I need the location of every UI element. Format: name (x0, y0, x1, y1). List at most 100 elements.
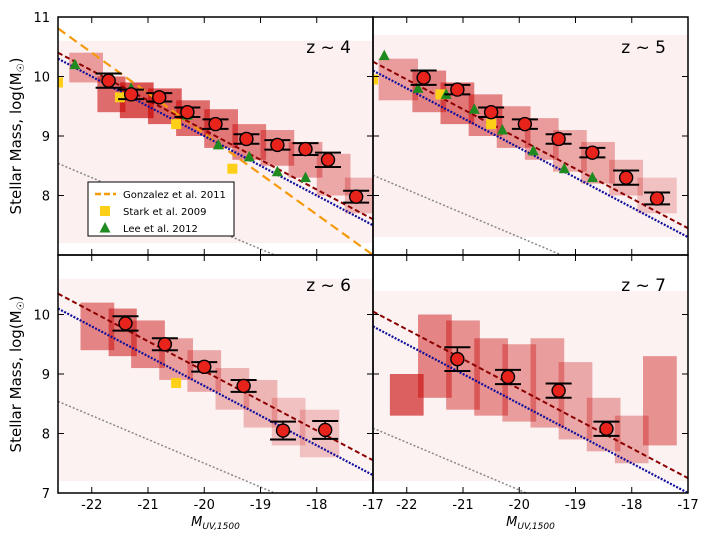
gonzalez-line (58, 27, 373, 255)
panel-plot-area (58, 27, 373, 255)
legend-box (87, 181, 235, 237)
data-point (320, 152, 336, 168)
density-block (373, 34, 688, 238)
y-axis-label: Stellar Mass, log(M☉) (7, 58, 27, 215)
data-point (123, 87, 139, 102)
y-tick-label: 9 (42, 368, 50, 383)
data-point (239, 131, 254, 147)
data-point (483, 104, 499, 120)
data-point (152, 90, 167, 105)
stark-square (227, 163, 238, 174)
x-tick-label: -22 (81, 498, 102, 513)
data-point (236, 378, 251, 394)
x-tick-label: -17 (362, 498, 383, 513)
fit-line-alt (373, 60, 688, 230)
data-point (599, 421, 614, 436)
reference-line (373, 174, 564, 255)
legend-label: Stark et al. 2009 (123, 207, 206, 218)
data-point (500, 369, 516, 385)
stark-square (114, 92, 125, 103)
data-point (208, 116, 223, 132)
data-point (101, 73, 116, 88)
x-tick-label: -19 (565, 498, 586, 513)
lee-triangle (378, 49, 390, 61)
data-point (270, 137, 285, 153)
panel-2: z ~ 5 (372, 16, 689, 256)
y-tick-label: 10 (33, 71, 50, 86)
data-point (517, 116, 533, 132)
data-point (157, 337, 173, 352)
x-tick-label: -17 (677, 498, 698, 513)
y-axis-label: Stellar Mass, log(M☉) (7, 296, 27, 453)
panel-label: z ~ 5 (621, 38, 666, 58)
data-point (585, 145, 600, 160)
x-tick-label: -20 (194, 498, 215, 513)
lee-triangle (300, 171, 311, 183)
stark-square (171, 377, 182, 388)
legend-label: Gonzalez et al. 2011 (123, 190, 226, 201)
x-tick-label: -18 (306, 498, 327, 513)
lee-triangle (527, 144, 539, 156)
y-tick-label: 7 (42, 487, 50, 502)
stark-square (171, 119, 182, 130)
y-tick-label: 9 (42, 130, 50, 145)
lee-triangle (69, 58, 81, 70)
data-point (551, 383, 566, 398)
x-tick-label: -19 (250, 498, 271, 513)
legend: Gonzalez et al. 2011 Stark et al. 2009 Lee… (87, 181, 235, 237)
fit-line-alt (373, 310, 688, 480)
data-point (275, 423, 291, 438)
panel-4: z ~ 7 (372, 254, 689, 494)
data-point (649, 191, 665, 206)
reference-line (58, 400, 277, 493)
panel-3: z ~ 6 (57, 254, 374, 494)
density-block (373, 290, 688, 482)
panel-label: z ~ 7 (621, 276, 666, 296)
data-point (118, 316, 133, 331)
density-block (58, 278, 373, 482)
stark-square (486, 119, 497, 130)
density-block (378, 58, 418, 101)
density-block (558, 362, 593, 440)
x-tick-label: -21 (137, 498, 158, 513)
data-point (450, 82, 465, 97)
lee-triangle (271, 165, 283, 177)
data-point (197, 359, 212, 375)
legend-label: Lee et al. 2012 (123, 224, 198, 235)
stark-square (58, 77, 63, 88)
lee-triangle (496, 124, 508, 135)
data-point (298, 141, 313, 157)
data-point (416, 70, 431, 85)
density-block (643, 356, 677, 446)
panel-label: z ~ 4 (306, 38, 351, 58)
lee-triangle (243, 150, 255, 162)
panel-plot-area (373, 290, 688, 493)
data-point (317, 422, 333, 438)
lee-triangle (412, 82, 424, 93)
y-tick-label: 11 (33, 11, 50, 26)
density-block (418, 314, 452, 398)
lee-triangle (558, 162, 570, 174)
legend-swatch-stark (100, 206, 110, 216)
data-point (551, 131, 566, 147)
panel-label: z ~ 6 (306, 276, 351, 296)
x-tick-label: -22 (396, 498, 417, 513)
reference-line (373, 427, 529, 493)
density-block (389, 374, 424, 416)
stark-square (435, 89, 446, 100)
lee-triangle (586, 171, 598, 183)
panel-plot-area (58, 278, 373, 493)
x-tick-label: -18 (621, 498, 642, 513)
y-tick-label: 8 (42, 428, 50, 443)
y-tick-label: 8 (42, 190, 50, 205)
y-tick-label: 10 (33, 309, 50, 324)
data-point (348, 189, 364, 204)
data-point (450, 351, 465, 367)
data-point (180, 104, 195, 120)
x-axis-label: MUV,1500 (191, 515, 240, 532)
legend-swatch-lee (99, 222, 111, 233)
lee-triangle (468, 103, 480, 114)
lee-triangle (212, 138, 224, 150)
panel-plot-area (373, 34, 688, 255)
